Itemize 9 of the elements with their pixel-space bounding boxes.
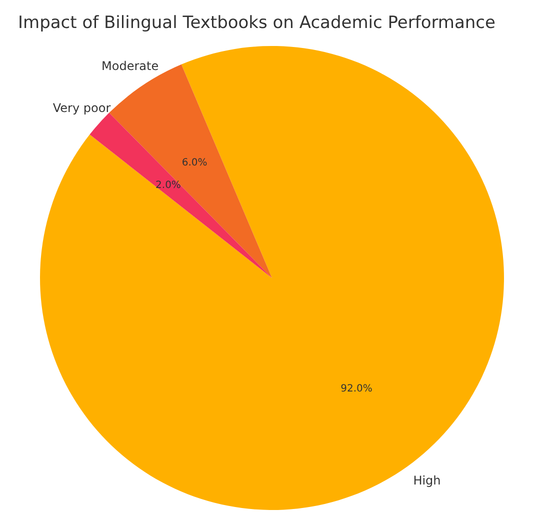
slice-label: Very poor — [52, 100, 111, 115]
data-label: 92.0% — [340, 384, 372, 395]
data-label: 2.0% — [156, 180, 181, 192]
slice-label: High — [413, 474, 441, 488]
slice-label: Moderate — [102, 58, 159, 73]
chart-title: Impact of Bilingual Textbooks on Academic Performance — [18, 13, 496, 33]
data-label: 6.0% — [182, 157, 208, 168]
pie-slice — [40, 46, 504, 510]
pie-slice — [90, 112, 272, 278]
